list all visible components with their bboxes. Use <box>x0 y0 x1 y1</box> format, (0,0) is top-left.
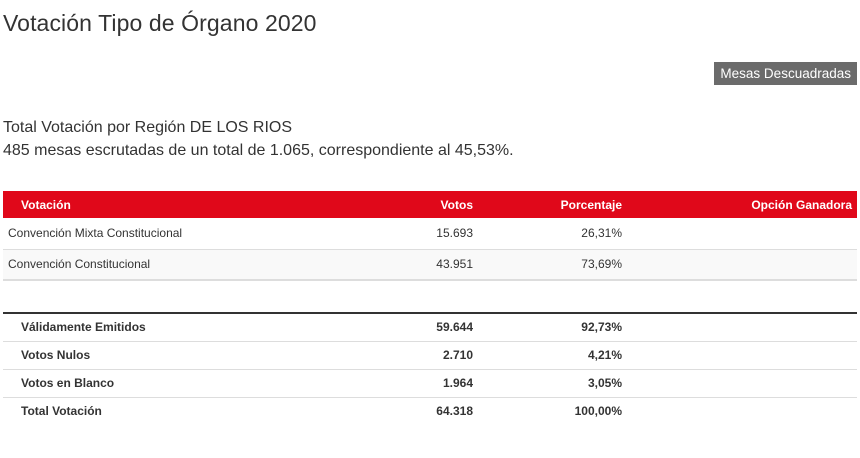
cell-votacion: Convención Mixta Constitucional <box>3 218 353 250</box>
cell-votos: 43.951 <box>353 249 478 281</box>
totals-votos: 64.318 <box>436 404 473 419</box>
totals-label: Válidamente Emitidos <box>3 313 353 342</box>
cell-porcentaje: 26,31% <box>478 218 627 250</box>
cell-porcentaje: 73,69% <box>478 249 627 281</box>
page-title: Votación Tipo de Órgano 2020 <box>3 10 317 36</box>
mesas-descuadradas-button[interactable]: Mesas Descuadradas <box>714 62 857 85</box>
header-votacion: Votación <box>21 197 71 212</box>
totals-porcentaje: 4,21% <box>478 341 627 370</box>
totals-empty <box>627 313 857 342</box>
votes-table: Votación Votos Porcentaje Opción Ganador… <box>3 191 857 281</box>
header-opcion-ganadora: Opción Ganadora <box>751 197 852 212</box>
totals-empty <box>627 397 857 425</box>
totals-porcentaje: 92,73% <box>478 313 627 342</box>
totals-empty <box>627 341 857 370</box>
totals-label: Total Votación <box>21 404 102 419</box>
header-porcentaje: Porcentaje <box>560 197 622 212</box>
summary-mesas-line: 485 mesas escrutadas de un total de 1.06… <box>3 142 514 159</box>
summary-region-line: Total Votación por Región DE LOS RIOS <box>3 119 293 136</box>
table-header-row: Votación Votos Porcentaje Opción Ganador… <box>3 191 857 218</box>
totals-porcentaje: 100,00% <box>574 404 622 419</box>
totals-votos: 59.644 <box>353 313 478 342</box>
totals-porcentaje: 3,05% <box>478 369 627 398</box>
totals-row: Total Votación 64.318 100,00% <box>3 397 857 425</box>
totals-label: Votos Nulos <box>3 341 353 370</box>
table-row: Convención Mixta Constitucional 15.693 2… <box>3 218 857 250</box>
totals-table: Válidamente Emitidos 59.644 92,73% Votos… <box>3 312 857 425</box>
cell-votos: 15.693 <box>353 218 478 250</box>
header-votos: Votos <box>440 197 473 212</box>
totals-empty <box>627 369 857 398</box>
cell-votacion: Convención Constitucional <box>3 249 353 281</box>
table-row: Convención Constitucional 43.951 73,69% <box>3 249 857 281</box>
totals-votos: 1.964 <box>353 369 478 398</box>
totals-row: Votos Nulos 2.710 4,21% <box>3 341 857 370</box>
totals-votos: 2.710 <box>353 341 478 370</box>
cell-opcion-ganadora <box>627 218 857 250</box>
totals-label: Votos en Blanco <box>3 369 353 398</box>
totals-row: Válidamente Emitidos 59.644 92,73% <box>3 313 857 342</box>
results-summary: Total Votación por Región DE LOS RIOS 48… <box>3 116 514 162</box>
cell-opcion-ganadora <box>627 249 857 281</box>
totals-row: Votos en Blanco 1.964 3,05% <box>3 369 857 398</box>
